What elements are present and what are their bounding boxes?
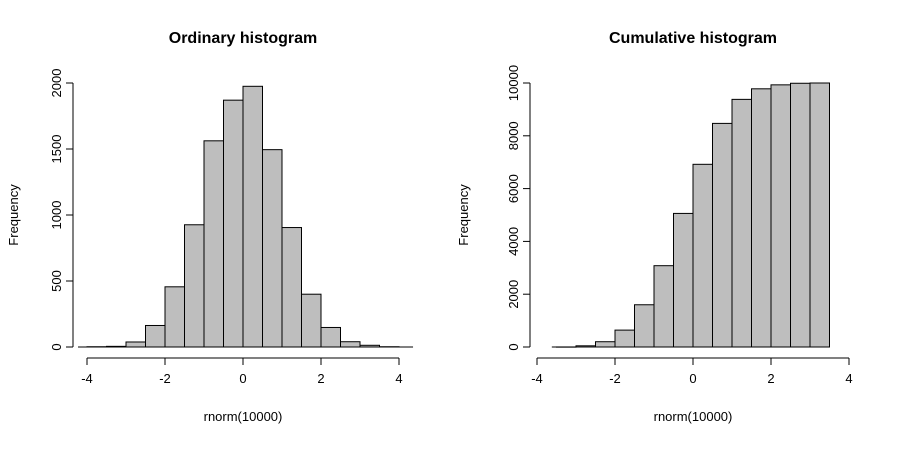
- x-tick-label: -4: [81, 371, 93, 386]
- x-tick-label: 0: [689, 371, 696, 386]
- histogram-bar: [320, 326, 341, 348]
- y-tick-label: 10000: [506, 65, 521, 101]
- histogram-bar: [106, 345, 127, 348]
- panel-cumulative-histogram: 0 2000 4000 6000 8000 10000 Frequency -4 -2 0 2 4 rn…: [456, 30, 853, 424]
- histogram-bar: [653, 265, 674, 348]
- histogram-bar: [634, 304, 655, 348]
- histogram-bar: [262, 149, 283, 348]
- y-tick-label: 8000: [506, 121, 521, 150]
- histogram-bar: [712, 122, 733, 348]
- x-tick-label: -4: [531, 371, 543, 386]
- histogram-bar: [575, 345, 596, 348]
- y-tick-label: 2000: [49, 69, 64, 98]
- y-tick-label: 0: [506, 343, 521, 350]
- y-axis-title: Frequency: [6, 184, 21, 246]
- histogram-bar: [301, 293, 322, 348]
- x-tick-label: -2: [159, 371, 171, 386]
- histogram-bar: [242, 85, 263, 348]
- x-tick-label: 4: [845, 371, 852, 386]
- y-tick-label: 500: [49, 270, 64, 292]
- histogram-bar: [751, 88, 772, 348]
- y-tick-label: 1000: [49, 201, 64, 230]
- chart-title: Ordinary histogram: [169, 30, 317, 47]
- histogram-bar: [281, 227, 302, 348]
- x-axis-title: rnorm(10000): [204, 409, 283, 424]
- x-tick-label: 0: [239, 371, 246, 386]
- histogram-bar: [770, 84, 791, 348]
- y-tick-label: 1500: [49, 135, 64, 164]
- histogram-bar: [184, 224, 205, 348]
- histogram-bar: [731, 98, 752, 348]
- histogram-bar: [809, 82, 830, 348]
- histogram-bar: [203, 140, 224, 348]
- chart-title: Cumulative histogram: [609, 30, 777, 47]
- histogram-bar: [164, 286, 185, 348]
- y-tick-label: 0: [49, 343, 64, 350]
- y-tick-label: 4000: [506, 227, 521, 256]
- y-axis-title: Frequency: [456, 184, 471, 246]
- x-tick-label: 2: [317, 371, 324, 386]
- histogram-bar: [790, 82, 811, 348]
- histogram-bar: [145, 324, 166, 348]
- histogram-bar: [340, 341, 361, 348]
- x-axis-title: rnorm(10000): [654, 409, 733, 424]
- histogram-bar: [614, 329, 635, 348]
- histogram-bar: [692, 163, 713, 348]
- panel-ordinary-histogram: 0 500 1000 1500 2000 Frequency -4 -2 0 2 4 rnorm(10…: [6, 30, 414, 424]
- x-tick-label: 4: [395, 371, 402, 386]
- histogram-bar: [223, 99, 244, 348]
- x-tick-label: -2: [609, 371, 621, 386]
- histogram-bar: [673, 212, 694, 348]
- y-tick-label: 6000: [506, 174, 521, 203]
- x-tick-label: 2: [767, 371, 774, 386]
- y-tick-label: 2000: [506, 280, 521, 309]
- histogram-bar: [595, 341, 616, 348]
- histogram-bar: [359, 344, 380, 348]
- histogram-bar: [125, 341, 146, 348]
